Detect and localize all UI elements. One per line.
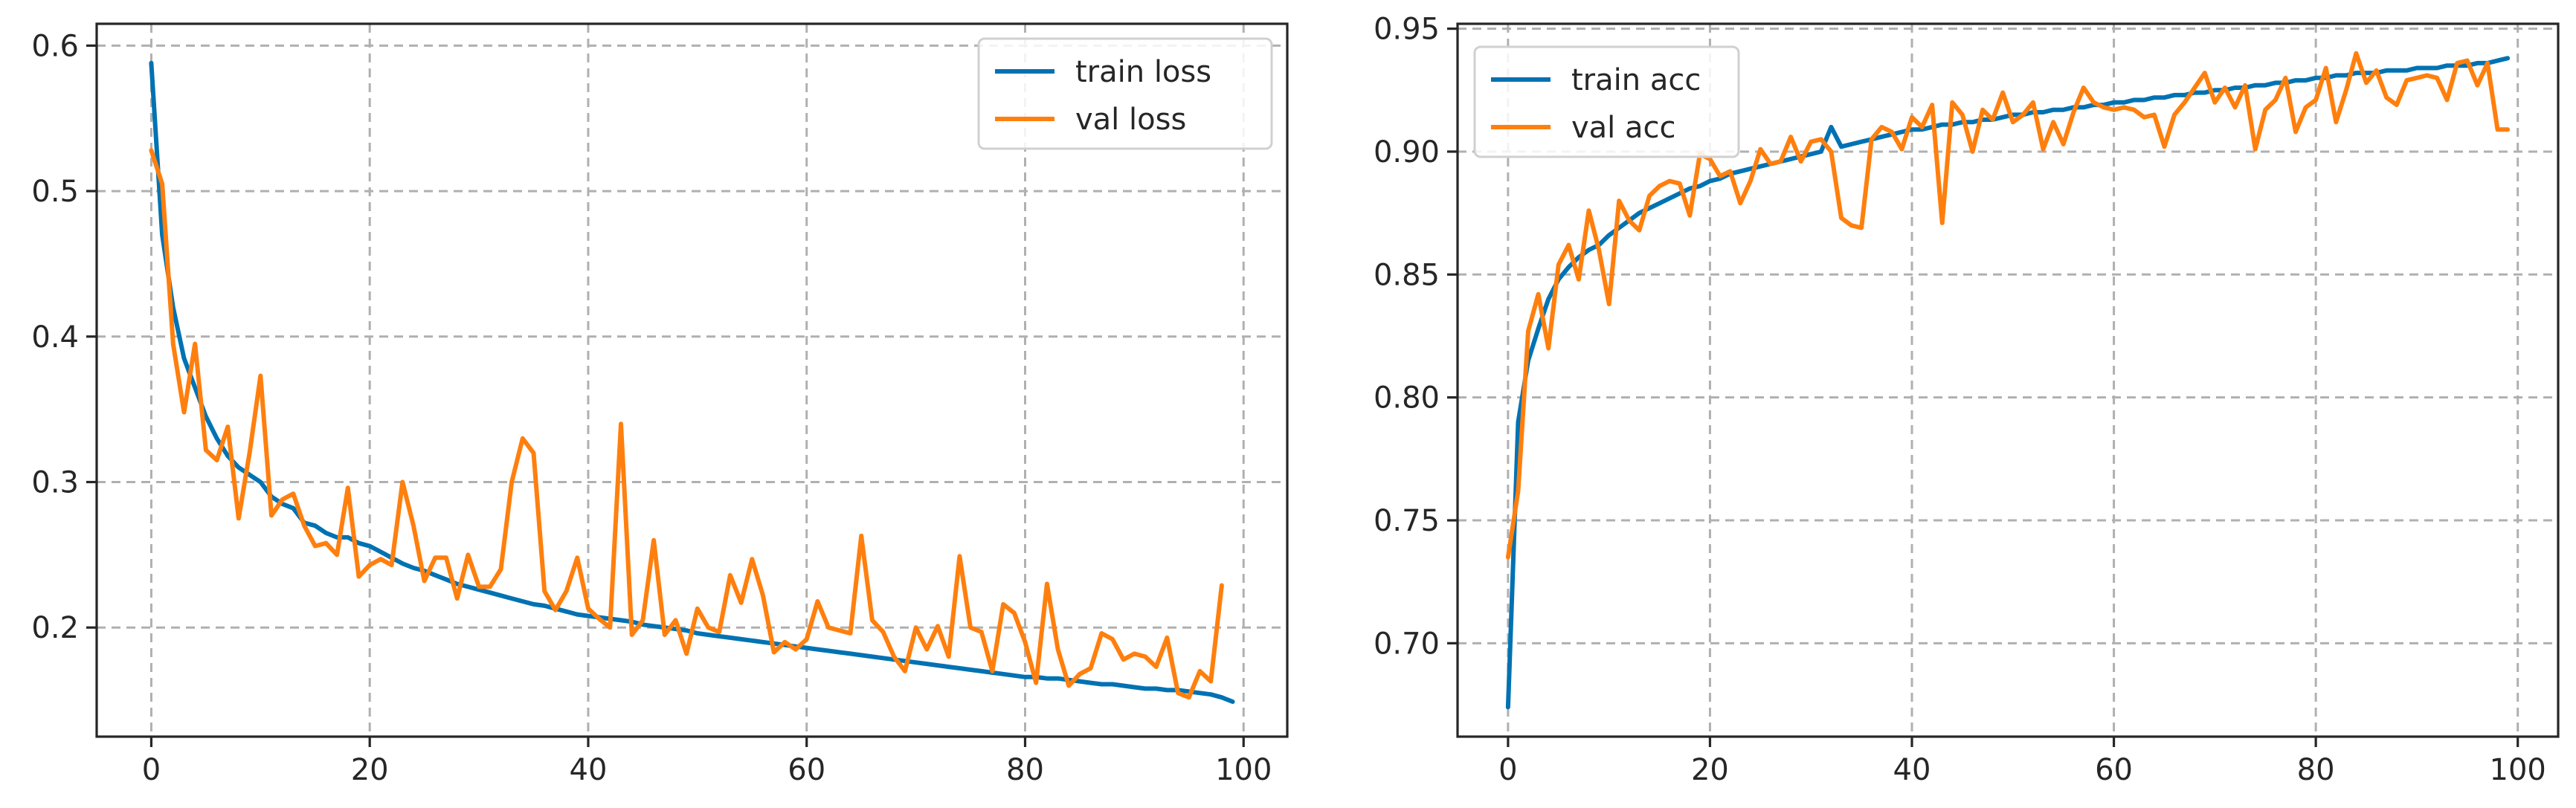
loss-x-tick-label: 100 [1215,753,1272,787]
accuracy-x-tick-label: 60 [2095,753,2133,787]
accuracy-y-tick-label: 0.70 [1374,627,1440,661]
accuracy-y-tick-label: 0.95 [1374,13,1440,47]
accuracy-plot-frame [1456,22,2560,738]
loss-y-tick-label: 0.6 [31,29,79,63]
accuracy-legend-label-val-acc: val acc [1571,111,1676,145]
loss-chart: 0 20 40 60 80 100 0.2 0.3 0.4 0.5 0.6 train loss val… [31,22,1289,787]
accuracy-y-tick-label: 0.90 [1374,135,1440,169]
loss-x-tick-label: 60 [788,753,825,787]
loss-legend-label-val-loss: val loss [1075,103,1186,137]
loss-x-tick-label: 80 [1006,753,1044,787]
accuracy-series-val-acc [1505,51,2511,560]
accuracy-y-tick-label: 0.80 [1374,381,1440,416]
accuracy-x-tick-label: 40 [1893,753,1931,787]
loss-legend-label-train-loss: train loss [1075,55,1211,89]
accuracy-x-tick-label: 0 [1498,753,1517,787]
accuracy-legend-label-train-acc: train acc [1571,63,1701,97]
loss-y-tick-label: 0.4 [31,320,79,355]
accuracy-legend: train acc val acc [1473,45,1740,158]
accuracy-series-train-acc [1505,56,2511,710]
loss-x-tick-label: 20 [351,753,389,787]
loss-y-tick-label: 0.3 [31,466,79,500]
loss-legend: train loss val loss [977,37,1273,150]
loss-y-tick-label: 0.2 [31,611,79,645]
loss-y-tick-label: 0.5 [31,175,79,209]
accuracy-y-tick-label: 0.75 [1374,504,1440,538]
accuracy-y-tick-label: 0.85 [1374,258,1440,292]
loss-x-tick-label: 0 [142,753,161,787]
loss-x-tick-label: 40 [570,753,608,787]
accuracy-x-tick-label: 100 [2490,753,2546,787]
accuracy-x-tick-label: 20 [1691,753,1729,787]
accuracy-x-tick-label: 80 [2297,753,2335,787]
accuracy-chart: 0 20 40 60 80 100 0.70 0.75 0.80 0.85 0.90 0.95 trai… [1374,13,2560,787]
loss-plot-frame [95,22,1289,738]
loss-series-val-loss [149,148,1224,700]
